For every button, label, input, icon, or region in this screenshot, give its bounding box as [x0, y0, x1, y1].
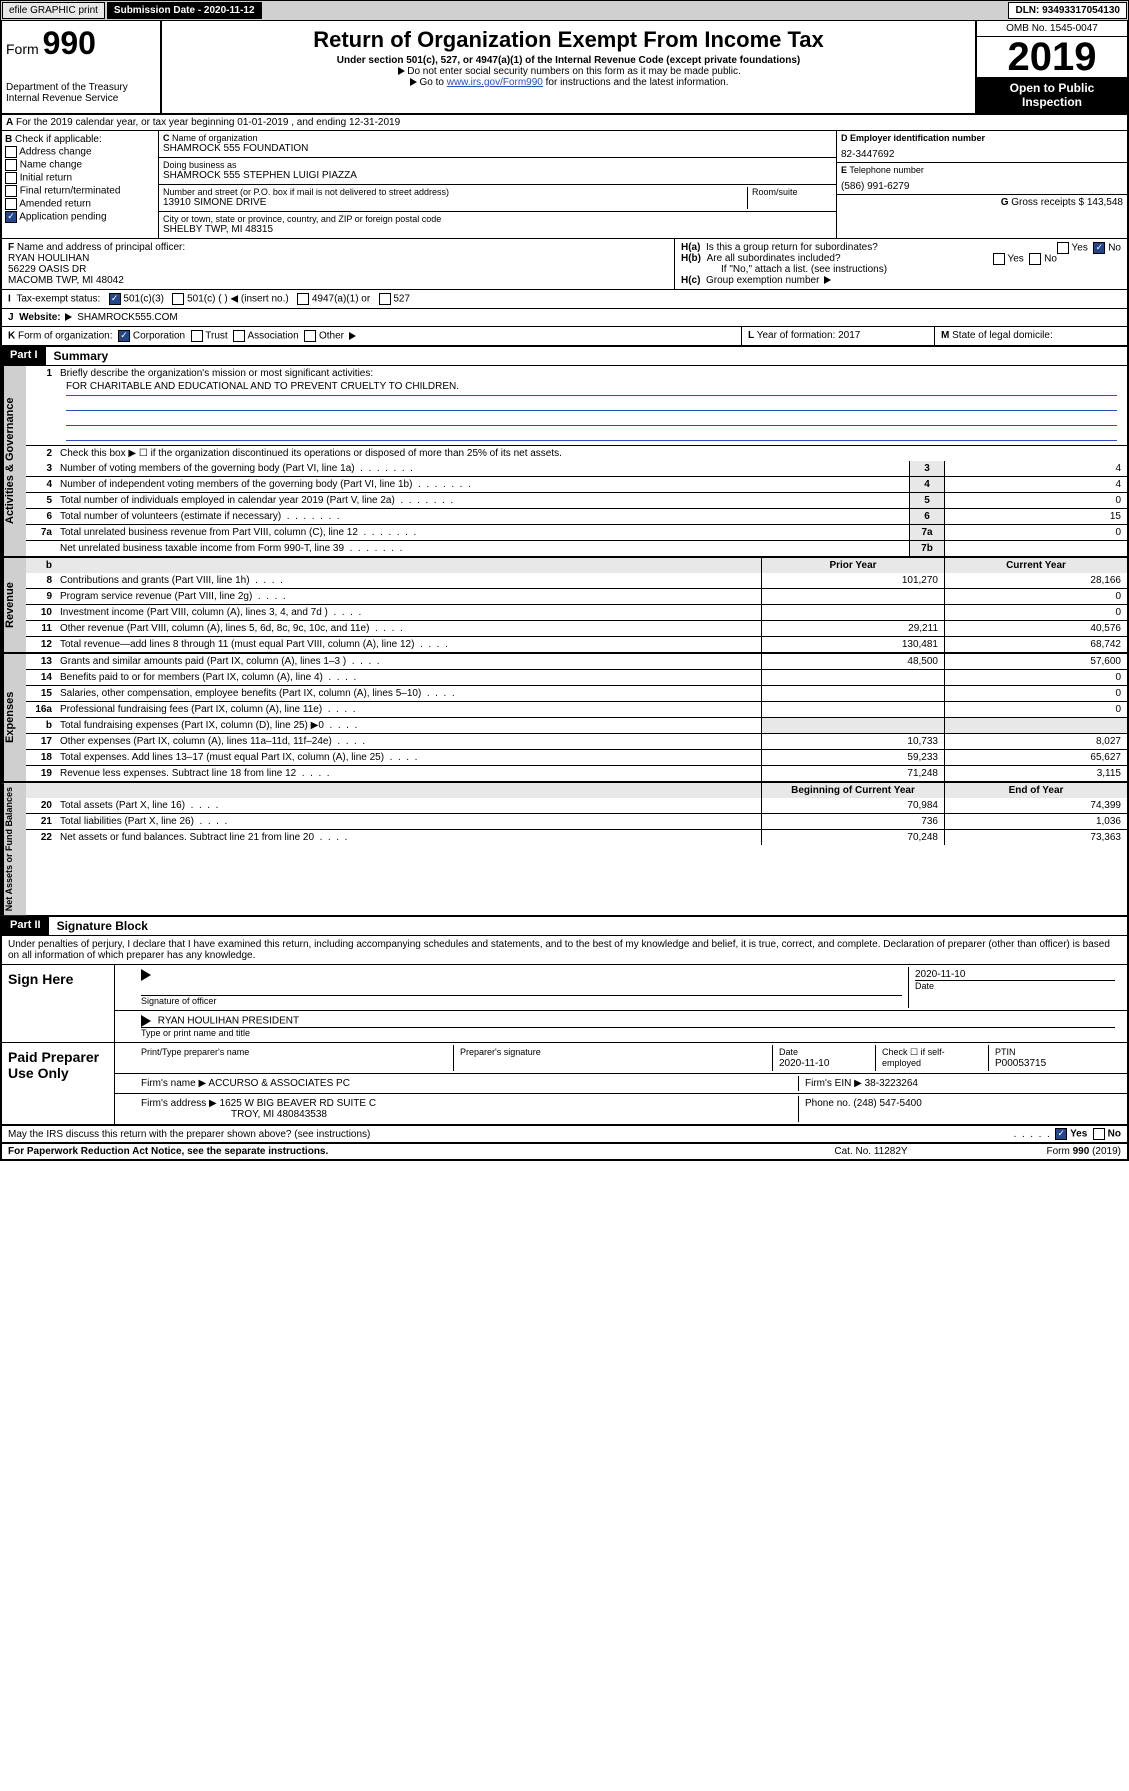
- sign-here-label: Sign Here: [2, 965, 115, 1042]
- tab-governance: Activities & Governance: [2, 366, 26, 556]
- open-to-public: Open to Public Inspection: [977, 77, 1127, 113]
- name-arrow-icon: [141, 1015, 151, 1027]
- summary-row: 15 Salaries, other compensation, employe…: [26, 685, 1127, 701]
- col-prior-year: Prior Year: [761, 558, 944, 573]
- firm-phone: (248) 547-5400: [853, 1098, 921, 1109]
- tab-revenue: Revenue: [2, 558, 26, 652]
- summary-row: 4 Number of independent voting members o…: [26, 476, 1127, 492]
- signature-block: Under penalties of perjury, I declare th…: [0, 936, 1129, 1126]
- summary-row: 17 Other expenses (Part IX, column (A), …: [26, 733, 1127, 749]
- subtitle-2: Do not enter social security numbers on …: [170, 66, 967, 77]
- summary-row: 13 Grants and similar amounts paid (Part…: [26, 654, 1127, 669]
- form-number: Form 990: [6, 25, 156, 62]
- summary-row: b Total fundraising expenses (Part IX, c…: [26, 717, 1127, 733]
- city-state-zip: SHELBY TWP, MI 48315: [163, 224, 832, 235]
- org-name: SHAMROCK 555 FOUNDATION: [163, 143, 832, 154]
- section-f: F Name and address of principal officer:…: [2, 239, 675, 289]
- submission-date: Submission Date - 2020-11-12: [107, 2, 262, 19]
- summary-row: 11 Other revenue (Part VIII, column (A),…: [26, 620, 1127, 636]
- dba-name: SHAMROCK 555 STEPHEN LUIGI PIAZZA: [163, 170, 832, 181]
- phone: (586) 991-6279: [841, 181, 1123, 192]
- summary-row: 19 Revenue less expenses. Subtract line …: [26, 765, 1127, 781]
- tab-net-assets: Net Assets or Fund Balances: [2, 783, 26, 915]
- gross-receipts: 143,548: [1087, 197, 1123, 208]
- summary-row: 16a Professional fundraising fees (Part …: [26, 701, 1127, 717]
- part-i-header: Part I: [2, 347, 46, 365]
- efile-print-button[interactable]: efile GRAPHIC print: [2, 2, 105, 19]
- summary-row: Net unrelated business taxable income fr…: [26, 540, 1127, 556]
- signature-arrow-icon: [141, 969, 151, 981]
- expenses-section: Expenses 13 Grants and similar amounts p…: [0, 652, 1129, 781]
- net-assets-section: Net Assets or Fund Balances Beginning of…: [0, 781, 1129, 917]
- part-ii-header: Part II: [2, 917, 49, 935]
- ptin: P00053715: [995, 1058, 1046, 1069]
- paid-preparer-label: Paid Preparer Use Only: [2, 1043, 115, 1124]
- section-b: B Check if applicable: Address change Na…: [2, 131, 159, 238]
- perjury-text: Under penalties of perjury, I declare th…: [2, 936, 1127, 964]
- row-klm: K Form of organization: Corporation Trus…: [0, 327, 1129, 347]
- summary-row: 14 Benefits paid to or for members (Part…: [26, 669, 1127, 685]
- summary-row: 20 Total assets (Part X, line 16) . . . …: [26, 798, 1127, 813]
- form-header: Form 990 Department of the Treasury Inte…: [0, 21, 1129, 115]
- subtitle-1: Under section 501(c), 527, or 4947(a)(1)…: [170, 55, 967, 66]
- sign-date: 2020-11-10: [915, 969, 1115, 980]
- summary-row: 10 Investment income (Part VIII, column …: [26, 604, 1127, 620]
- summary-row: 5 Total number of individuals employed i…: [26, 492, 1127, 508]
- row-j: J Website: SHAMROCK555.COM: [0, 309, 1129, 327]
- dln: DLN: 93493317054130: [1008, 2, 1127, 19]
- part-ii-title: Signature Block: [49, 917, 156, 935]
- footer: For Paperwork Reduction Act Notice, see …: [0, 1144, 1129, 1161]
- subtitle-3: Go to www.irs.gov/Form990 for instructio…: [170, 77, 967, 88]
- firm-name: ACCURSO & ASSOCIATES PC: [208, 1078, 350, 1089]
- row-i: I Tax-exempt status: 501(c)(3) 501(c) ( …: [0, 290, 1129, 309]
- officer-name: RYAN HOULIHAN PRESIDENT: [158, 1016, 299, 1027]
- dept-treasury: Department of the Treasury Internal Reve…: [6, 82, 156, 104]
- summary-row: 8 Contributions and grants (Part VIII, l…: [26, 573, 1127, 588]
- revenue-section: Revenue b Prior Year Current Year 8 Cont…: [0, 556, 1129, 652]
- summary-row: 3 Number of voting members of the govern…: [26, 461, 1127, 476]
- summary-row: 7a Total unrelated business revenue from…: [26, 524, 1127, 540]
- section-c: C Name of organization SHAMROCK 555 FOUN…: [159, 131, 837, 238]
- section-h: H(a) Is this a group return for subordin…: [675, 239, 1127, 289]
- ein: 82-3447692: [841, 149, 1123, 160]
- mission-text: FOR CHARITABLE AND EDUCATIONAL AND TO PR…: [66, 381, 1117, 396]
- col-current-year: Current Year: [944, 558, 1127, 573]
- info-grid: B Check if applicable: Address change Na…: [0, 131, 1129, 239]
- irs-link[interactable]: www.irs.gov/Form990: [447, 77, 543, 88]
- website: SHAMROCK555.COM: [77, 312, 178, 323]
- governance-section: Activities & Governance 1 Briefly descri…: [0, 366, 1129, 556]
- section-deg: D Employer identification number 82-3447…: [837, 131, 1127, 238]
- firm-ein: 38-3223264: [865, 1078, 918, 1089]
- summary-row: 12 Total revenue—add lines 8 through 11 …: [26, 636, 1127, 652]
- row-a-period: A For the 2019 calendar year, or tax yea…: [0, 115, 1129, 131]
- summary-row: 21 Total liabilities (Part X, line 26) .…: [26, 813, 1127, 829]
- summary-row: 22 Net assets or fund balances. Subtract…: [26, 829, 1127, 845]
- summary-row: 9 Program service revenue (Part VIII, li…: [26, 588, 1127, 604]
- top-bar: efile GRAPHIC print Submission Date - 20…: [0, 0, 1129, 21]
- form-title: Return of Organization Exempt From Incom…: [170, 27, 967, 53]
- part-i-title: Summary: [46, 347, 117, 365]
- row-fh: F Name and address of principal officer:…: [0, 239, 1129, 290]
- summary-row: 6 Total number of volunteers (estimate i…: [26, 508, 1127, 524]
- tab-expenses: Expenses: [2, 654, 26, 781]
- summary-row: 18 Total expenses. Add lines 13–17 (must…: [26, 749, 1127, 765]
- discuss-row: May the IRS discuss this return with the…: [0, 1126, 1129, 1144]
- tax-year: 2019: [977, 37, 1127, 77]
- street-address: 13910 SIMONE DRIVE: [163, 197, 747, 208]
